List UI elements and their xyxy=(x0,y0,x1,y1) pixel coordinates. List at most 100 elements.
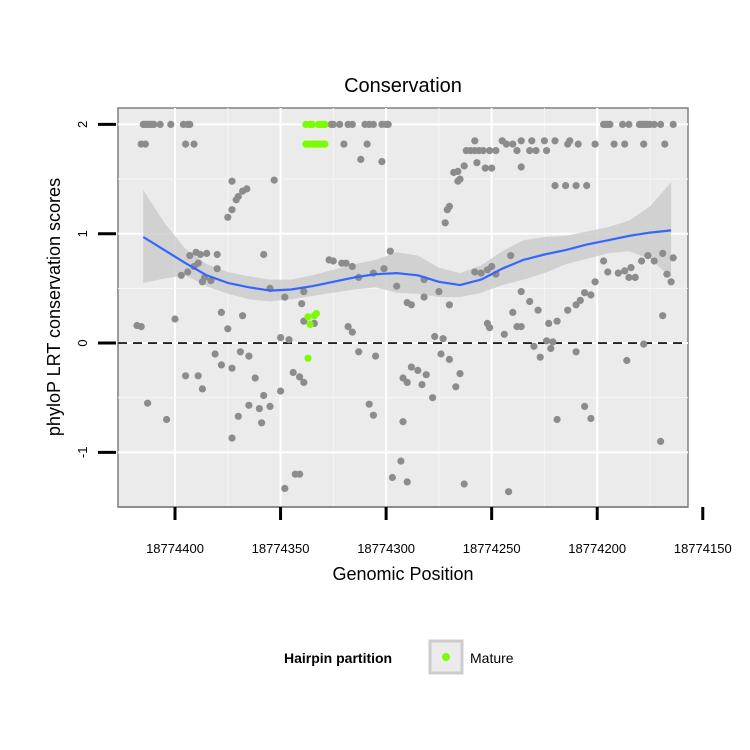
data-point xyxy=(228,177,236,185)
data-point-mature xyxy=(304,313,312,321)
data-point xyxy=(369,120,377,128)
data-point xyxy=(236,348,244,356)
data-point xyxy=(384,120,392,128)
confidence-band-area xyxy=(143,182,672,302)
data-point xyxy=(640,340,648,348)
data-point xyxy=(576,296,584,304)
data-point xyxy=(621,267,629,275)
data-point xyxy=(198,385,206,393)
data-point xyxy=(621,140,629,148)
data-point xyxy=(228,364,236,372)
data-point-mature xyxy=(321,140,329,148)
data-point xyxy=(532,147,540,155)
data-point xyxy=(277,334,285,342)
data-point xyxy=(300,288,308,296)
data-point xyxy=(296,470,304,478)
data-point xyxy=(344,323,352,331)
data-point xyxy=(572,348,580,356)
data-point xyxy=(329,257,337,265)
data-point xyxy=(543,337,551,345)
data-point-mature xyxy=(306,320,314,328)
data-point xyxy=(258,419,266,427)
data-point xyxy=(372,352,380,360)
data-point xyxy=(640,140,648,148)
data-point-mature xyxy=(308,120,316,128)
data-point xyxy=(492,147,500,155)
data-point xyxy=(177,271,185,279)
data-point xyxy=(281,293,289,301)
smooth-curve xyxy=(142,229,672,292)
data-point xyxy=(422,371,430,379)
data-point xyxy=(536,353,544,361)
data-point xyxy=(581,402,589,410)
data-point xyxy=(357,155,365,163)
data-point xyxy=(232,196,240,204)
legend: Hairpin partition Mature xyxy=(284,639,514,675)
data-point xyxy=(517,137,525,145)
data-point xyxy=(289,368,297,377)
data-point xyxy=(217,308,225,316)
data-point xyxy=(420,293,428,301)
data-point xyxy=(245,352,253,360)
data-point xyxy=(471,137,479,145)
data-point xyxy=(661,140,669,148)
data-point xyxy=(566,137,574,145)
data-point-mature xyxy=(304,354,312,362)
data-point xyxy=(348,262,356,271)
data-point xyxy=(667,278,675,286)
data-point xyxy=(498,137,506,145)
data-point xyxy=(266,402,274,410)
data-point xyxy=(657,120,665,128)
y-axis-title: phyloP LRT conservation scores xyxy=(44,178,64,436)
data-point xyxy=(211,350,219,358)
data-point xyxy=(553,415,561,424)
y-tick-label: 2 xyxy=(75,121,90,128)
data-point xyxy=(479,147,487,155)
legend-label-mature: Mature xyxy=(470,650,514,666)
data-point xyxy=(234,412,242,420)
data-point xyxy=(186,252,194,260)
data-point xyxy=(452,383,460,391)
data-point xyxy=(650,257,658,265)
data-point xyxy=(659,312,667,320)
legend-title: Hairpin partition xyxy=(284,650,392,666)
chart-title: Conservation xyxy=(344,75,462,97)
data-point xyxy=(281,484,289,492)
data-point xyxy=(572,182,580,190)
data-point xyxy=(445,301,453,309)
data-point xyxy=(644,252,652,260)
data-point xyxy=(553,317,561,325)
data-point xyxy=(407,363,415,371)
data-point xyxy=(141,140,149,148)
data-point xyxy=(509,308,517,316)
data-point xyxy=(194,372,202,380)
data-point xyxy=(513,147,521,155)
x-tick-label: 18774350 xyxy=(252,541,310,556)
data-point xyxy=(610,140,618,148)
plot-panel xyxy=(117,107,689,508)
data-point xyxy=(260,391,268,400)
x-tick-label: 18774250 xyxy=(463,541,521,556)
data-point xyxy=(184,268,192,276)
data-point xyxy=(245,401,253,409)
data-point xyxy=(228,434,236,442)
data-point-mature xyxy=(310,312,318,320)
data-point xyxy=(526,297,534,306)
data-point xyxy=(435,288,443,296)
data-point xyxy=(399,418,407,426)
data-point xyxy=(418,381,426,389)
confidence-band xyxy=(143,182,672,302)
data-point xyxy=(270,176,278,184)
data-point xyxy=(277,387,285,395)
data-point xyxy=(363,140,371,148)
data-point xyxy=(186,120,194,128)
data-point-mature xyxy=(321,120,329,128)
data-point xyxy=(471,268,479,276)
data-point xyxy=(456,370,464,378)
data-point xyxy=(625,273,633,281)
data-point xyxy=(481,164,489,172)
x-tick-label: 18774200 xyxy=(568,541,626,556)
data-point xyxy=(296,373,304,381)
data-point xyxy=(528,137,536,145)
data-point xyxy=(591,140,599,148)
